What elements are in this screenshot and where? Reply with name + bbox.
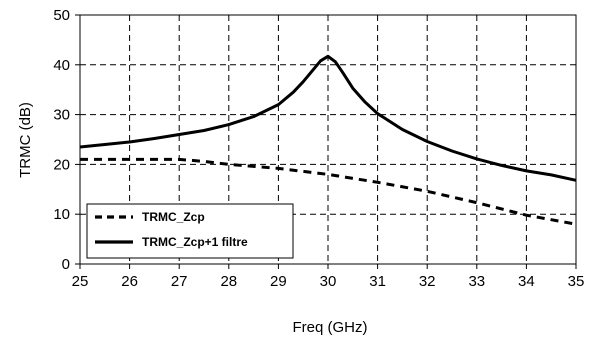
x-tick-label: 35 xyxy=(568,273,585,290)
x-tick-label: 26 xyxy=(121,273,138,290)
legend: TRMC_Zcp TRMC_Zcp+1 filtre xyxy=(86,203,294,259)
x-tick-label: 27 xyxy=(171,273,188,290)
y-tick-label: 30 xyxy=(53,107,70,124)
axis-ticks: 25 26 27 28 29 30 31 32 33 34 35 0 10 20 30 40 50 xyxy=(53,7,584,290)
series-line-trmc-zcp-filtre xyxy=(79,54,577,182)
y-tick-label: 20 xyxy=(53,156,70,173)
series-line-trmc-zcp xyxy=(80,157,577,226)
x-tick-label: 29 xyxy=(270,273,287,290)
legend-label-trmc-zcp-filtre: TRMC_Zcp+1 filtre xyxy=(142,235,248,249)
x-tick-label: 33 xyxy=(468,273,485,290)
x-tick-label: 31 xyxy=(369,273,386,290)
y-tick-label: 0 xyxy=(62,256,70,273)
x-tick-label: 32 xyxy=(419,273,436,290)
x-tick-label: 28 xyxy=(220,273,237,290)
x-axis-title: Freq (GHz) xyxy=(293,319,368,336)
y-tick-label: 50 xyxy=(53,7,70,24)
data-series xyxy=(79,54,577,226)
y-tick-label: 10 xyxy=(53,206,70,223)
x-tick-label: 30 xyxy=(320,273,337,290)
legend-label-trmc-zcp: TRMC_Zcp xyxy=(142,210,205,224)
y-tick-label: 40 xyxy=(53,57,70,74)
x-tick-label: 34 xyxy=(518,273,535,290)
legend-box xyxy=(86,203,294,259)
y-axis-title: TRMC (dB) xyxy=(17,102,34,178)
x-tick-label: 25 xyxy=(72,273,89,290)
